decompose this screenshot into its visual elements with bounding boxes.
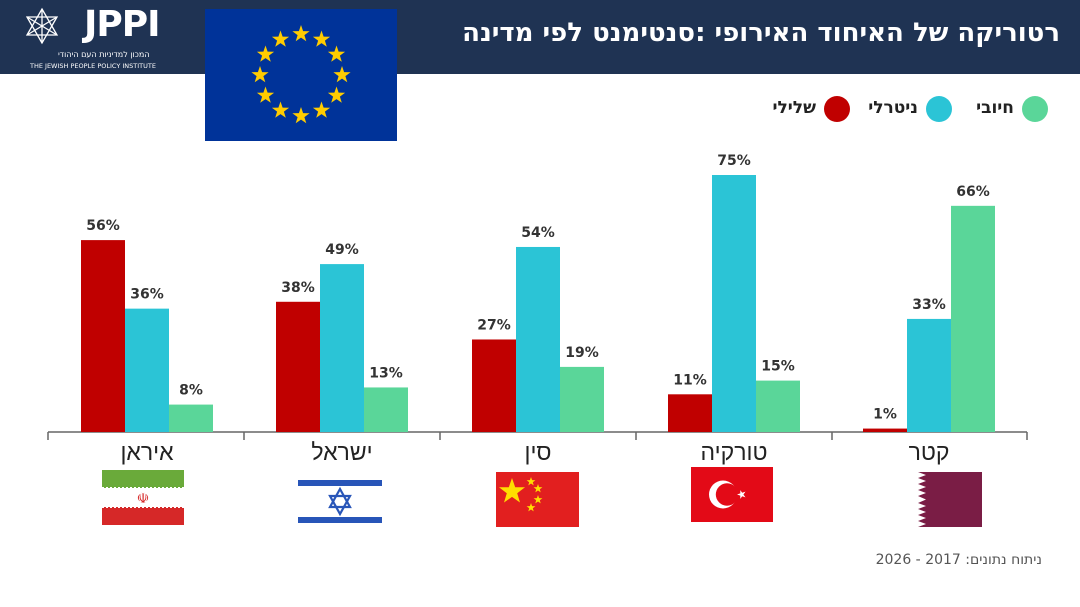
bar: [907, 318, 951, 432]
bar: [472, 339, 516, 432]
logo-subtitle-english: THE JEWISH PEOPLE POLICY INSTITUTE: [30, 62, 156, 70]
category-label: ישראל: [311, 439, 372, 465]
logo-subtitle-hebrew: המכון למדיניות העם היהודי: [58, 50, 150, 59]
eu-star: [327, 45, 346, 62]
bar: [320, 264, 364, 432]
data-label: 54%: [521, 225, 555, 241]
data-label: 27%: [477, 317, 511, 333]
category-label: סין: [524, 439, 551, 465]
legend-label-negative: שלילי: [772, 98, 816, 118]
bar: [560, 366, 604, 432]
eu-flag-icon: [205, 9, 397, 141]
bar: [863, 428, 907, 432]
bar: [364, 387, 408, 432]
eu-star: [292, 25, 310, 42]
star-of-david-logo-icon: [25, 7, 59, 45]
data-label: 19%: [565, 345, 599, 361]
qatar-flag-icon: [896, 472, 982, 527]
legend-dot-negative: [824, 96, 850, 122]
data-label: 33%: [912, 297, 946, 313]
legend-item-negative: שלילי: [750, 94, 850, 124]
iran-flag-icon: ☫: [102, 470, 184, 525]
svg-text:☫: ☫: [137, 491, 150, 507]
data-label: 66%: [956, 184, 990, 200]
turkey-flag-icon: [691, 467, 773, 522]
footnote: ניתוח נתונים: 2017 - 2026: [875, 552, 1042, 568]
header-bar: JPPI המכון למדיניות העם היהודי THE JEWIS…: [0, 0, 1080, 74]
bar: [951, 205, 995, 432]
china-flag-icon: [496, 472, 579, 527]
eu-star: [333, 66, 351, 83]
legend-item-neutral: ניטרלי: [842, 94, 952, 124]
bar: [169, 404, 213, 432]
data-label: 49%: [325, 242, 359, 258]
jppi-logo: JPPI המכון למדיניות העם היהודי THE JEWIS…: [22, 4, 172, 70]
data-label: 1%: [873, 407, 897, 423]
data-label: 75%: [717, 153, 751, 169]
category-label: איראן: [120, 439, 174, 465]
eu-star: [256, 86, 275, 103]
eu-star: [251, 66, 269, 83]
data-label: 13%: [369, 365, 403, 381]
eu-star: [271, 30, 290, 47]
page-title: רטוריקה של האיחוד האירופי :סנטימנט לפי מ…: [462, 18, 1060, 48]
legend-dot-neutral: [926, 96, 952, 122]
data-label: 15%: [761, 359, 795, 375]
data-label: 8%: [179, 383, 203, 399]
eu-star: [312, 30, 331, 47]
eu-star: [256, 45, 275, 62]
bar: [712, 175, 756, 432]
bar: [81, 240, 125, 432]
bar: [668, 394, 712, 432]
category-label: קטר: [909, 439, 950, 465]
legend-label-neutral: ניטרלי: [868, 98, 918, 118]
data-label: 56%: [86, 218, 120, 234]
legend-dot-positive: [1022, 96, 1048, 122]
logo-name: JPPI: [84, 4, 161, 45]
eu-star: [271, 101, 290, 118]
data-label: 36%: [130, 287, 164, 303]
data-label: 38%: [281, 280, 315, 296]
bar: [125, 308, 169, 432]
chart-legend: חיובי ניטרלי שלילי: [648, 94, 1048, 124]
legend-item-positive: חיובי: [948, 94, 1048, 124]
eu-star: [312, 101, 331, 118]
bar: [276, 301, 320, 432]
eu-star: [292, 107, 310, 124]
eu-star: [327, 86, 346, 103]
category-label: טורקיה: [701, 439, 768, 465]
israel-flag-icon: [298, 476, 382, 527]
bar: [516, 246, 560, 432]
bar: [756, 380, 800, 432]
data-label: 11%: [673, 372, 707, 388]
legend-label-positive: חיובי: [976, 98, 1014, 118]
